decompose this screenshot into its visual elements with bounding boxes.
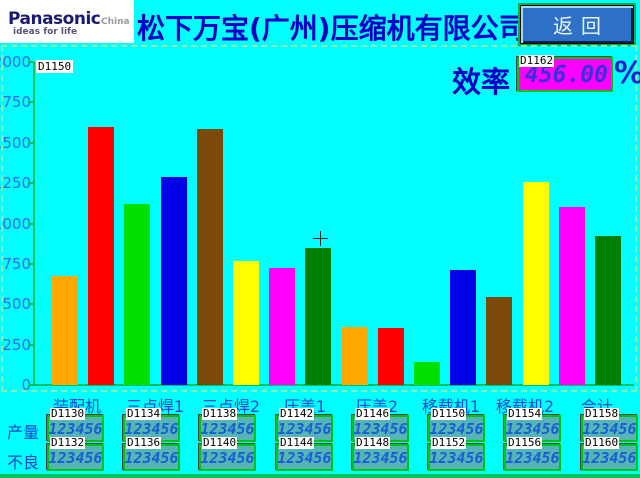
chart-panel-border	[1, 45, 637, 392]
register-tag: D1134	[126, 407, 162, 420]
back-button[interactable]: 返回	[518, 3, 636, 46]
brand-name: Panasonic	[8, 9, 101, 29]
bar	[342, 327, 368, 385]
y-axis-tick-label: 0	[21, 376, 31, 394]
value-display: D1130 123456	[47, 408, 104, 442]
display-value: 123456	[505, 448, 560, 467]
bar	[523, 182, 549, 385]
y-axis-tick-label: 750	[2, 255, 31, 273]
bar	[233, 261, 259, 385]
bar	[197, 129, 223, 385]
register-tag: D1146	[355, 407, 391, 420]
display-value: 123456	[124, 448, 179, 467]
bar	[378, 328, 404, 385]
defect-row-label: 不良	[7, 453, 40, 472]
value-display: D1148 123456	[352, 437, 409, 471]
efficiency-register-tag: D1162	[519, 54, 555, 67]
display-value: 123456	[200, 419, 255, 438]
display-value: 123456	[48, 448, 103, 467]
display-value: 123456	[582, 419, 637, 438]
bar	[305, 248, 331, 385]
brand-region-label: China	[101, 17, 130, 27]
value-display: D1134 123456	[123, 408, 180, 442]
bar	[52, 276, 78, 385]
display-value: 123456	[200, 448, 255, 467]
y-axis-tick-mark	[28, 384, 34, 386]
display-value: 123456	[124, 419, 179, 438]
display-value: 123456	[505, 419, 560, 438]
x-axis-line	[33, 384, 634, 386]
bar	[161, 177, 187, 385]
register-tag: D1158	[584, 407, 620, 420]
back-button-label: 返回	[521, 6, 633, 43]
page-title: 松下万宝(广州)压缩机有限公司	[137, 12, 527, 45]
display-value: 123456	[582, 448, 637, 467]
y-axis-tick-mark	[28, 142, 34, 144]
bar	[124, 204, 150, 385]
register-tag: D1130	[50, 407, 86, 420]
chart-register-tag: D1150	[36, 60, 74, 73]
bar	[486, 297, 512, 385]
bar	[595, 236, 621, 385]
efficiency-label: 效率	[452, 65, 511, 99]
value-display: D1150 123456	[428, 408, 485, 442]
register-tag: D1160	[584, 436, 620, 449]
y-axis-tick-mark	[28, 263, 34, 265]
register-tag: D1150	[431, 407, 467, 420]
y-axis-tick-label: 1750	[0, 93, 31, 111]
value-display: D1140 123456	[199, 437, 256, 471]
y-axis-tick-mark	[28, 182, 34, 184]
y-axis-tick-label: 2000	[0, 53, 31, 71]
bottom-edge-strip	[0, 474, 640, 478]
register-tag: D1144	[279, 436, 315, 449]
value-display: D1136 123456	[123, 437, 180, 471]
value-display: D1156 123456	[504, 437, 561, 471]
value-display: D1152 123456	[428, 437, 485, 471]
y-axis-tick-mark	[28, 61, 34, 63]
bar	[559, 207, 585, 385]
panasonic-logo: Panasonic ideas for life	[0, 0, 134, 43]
y-axis-tick-label: 1500	[0, 134, 31, 152]
y-axis-tick-label: 500	[2, 295, 31, 313]
register-tag: D1138	[202, 407, 238, 420]
y-axis-tick-mark	[28, 344, 34, 346]
y-axis-tick-label: 1000	[0, 215, 31, 233]
bar	[450, 270, 476, 385]
display-value: 123456	[48, 419, 103, 438]
y-axis-tick-label: 250	[2, 336, 31, 354]
display-value: 123456	[277, 448, 332, 467]
bar	[88, 127, 114, 385]
register-tag: D1154	[507, 407, 543, 420]
value-display: D1160 123456	[581, 437, 638, 471]
y-axis-line	[33, 62, 35, 386]
display-value: 123456	[353, 419, 408, 438]
display-value: 123456	[429, 419, 484, 438]
register-tag: D1152	[431, 436, 467, 449]
register-tag: D1140	[202, 436, 238, 449]
production-row-label: 产量	[7, 423, 40, 442]
value-display: D1144 123456	[276, 437, 333, 471]
crosshair-cursor	[313, 231, 328, 246]
display-value: 123456	[277, 419, 332, 438]
y-axis-tick-mark	[28, 223, 34, 225]
display-value: 123456	[429, 448, 484, 467]
value-display: D1132 123456	[47, 437, 104, 471]
y-axis-tick-label: 1250	[0, 174, 31, 192]
value-display: D1138 123456	[199, 408, 256, 442]
register-tag: D1132	[50, 436, 86, 449]
brand-tagline: ideas for life	[13, 27, 78, 37]
y-axis-tick-mark	[28, 101, 34, 103]
register-tag: D1142	[279, 407, 315, 420]
y-axis-tick-mark	[28, 303, 34, 305]
display-value: 123456	[353, 448, 408, 467]
bar	[269, 268, 295, 385]
register-tag: D1136	[126, 436, 162, 449]
efficiency-unit: %	[614, 56, 640, 91]
register-tag: D1148	[355, 436, 391, 449]
bar	[414, 362, 440, 385]
register-tag: D1156	[507, 436, 543, 449]
